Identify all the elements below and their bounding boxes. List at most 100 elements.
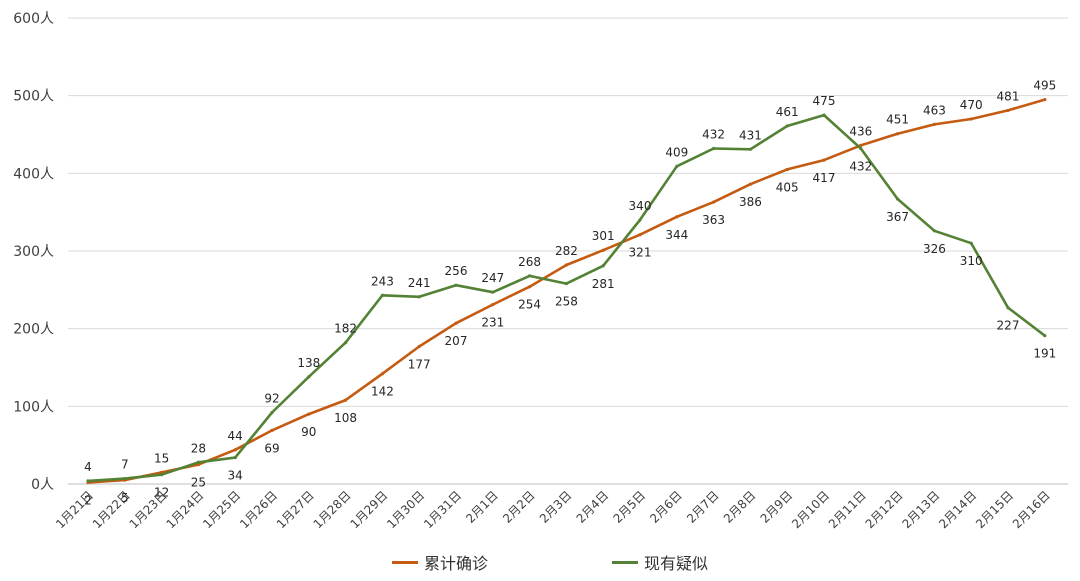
x-tick-label: 1月29日 xyxy=(347,488,390,531)
data-point-confirmed xyxy=(564,263,569,267)
x-tick-label: 2月15日 xyxy=(973,488,1016,531)
data-label-suspected: 326 xyxy=(923,242,946,256)
x-tick-label: 1月26日 xyxy=(237,488,280,531)
data-label-suspected: 268 xyxy=(518,255,541,269)
x-tick-label: 1月24日 xyxy=(163,488,206,531)
x-tick-label: 2月5日 xyxy=(610,488,648,526)
data-point-suspected xyxy=(528,274,532,278)
data-label-suspected: 281 xyxy=(592,277,615,291)
legend-item-suspected: 现有疑似 xyxy=(612,548,708,576)
data-label-suspected: 310 xyxy=(960,254,983,268)
data-label-suspected: 432 xyxy=(849,159,872,173)
data-label-confirmed: 436 xyxy=(849,124,872,138)
x-tick-label: 2月4日 xyxy=(574,488,612,526)
legend: 累计确诊 现有疑似 xyxy=(0,548,1080,576)
x-tick-label: 1月27日 xyxy=(274,488,317,531)
data-point-suspected xyxy=(564,282,569,286)
legend-item-confirmed: 累计确诊 xyxy=(392,548,488,576)
data-label-suspected: 432 xyxy=(702,127,725,141)
data-label-confirmed: 451 xyxy=(886,113,909,127)
x-tick-label: 2月16日 xyxy=(1010,488,1053,531)
data-label-confirmed: 142 xyxy=(371,385,394,399)
data-point-confirmed xyxy=(1043,97,1047,102)
data-label-confirmed: 2 xyxy=(84,493,92,507)
data-point-suspected xyxy=(233,455,237,460)
data-label-confirmed: 363 xyxy=(702,213,725,227)
x-tick-label: 1月25日 xyxy=(200,488,243,531)
data-label-suspected: 227 xyxy=(997,319,1020,333)
x-tick-label: 2月10日 xyxy=(789,488,832,531)
data-label-confirmed: 470 xyxy=(960,98,983,112)
data-point-suspected xyxy=(344,341,348,345)
x-tick-label: 2月7日 xyxy=(684,488,722,526)
legend-label-suspected: 现有疑似 xyxy=(644,554,709,573)
data-label-confirmed: 282 xyxy=(555,244,578,258)
x-tick-label: 2月3日 xyxy=(537,488,575,526)
data-label-suspected: 258 xyxy=(555,295,578,309)
y-tick-label: 500人 xyxy=(13,89,54,105)
data-label-confirmed: 405 xyxy=(776,180,799,194)
data-point-confirmed xyxy=(601,248,605,252)
data-label-confirmed: 386 xyxy=(739,195,762,209)
data-label-suspected: 92 xyxy=(264,392,279,406)
data-label-confirmed: 463 xyxy=(923,103,946,117)
y-tick-label: 400人 xyxy=(13,166,54,182)
data-point-confirmed xyxy=(344,398,348,402)
legend-swatch-suspected xyxy=(612,560,638,564)
y-tick-label: 300人 xyxy=(13,244,54,260)
data-point-suspected xyxy=(969,241,973,245)
legend-label-confirmed: 累计确诊 xyxy=(424,554,489,573)
legend-swatch-confirmed xyxy=(392,560,418,564)
data-point-confirmed xyxy=(748,182,753,186)
data-label-confirmed: 231 xyxy=(481,316,504,330)
data-point-suspected xyxy=(86,479,90,483)
data-label-confirmed: 69 xyxy=(264,441,279,455)
y-tick-label: 600人 xyxy=(13,11,54,27)
data-label-suspected: 4 xyxy=(84,460,92,474)
data-label-confirmed: 301 xyxy=(592,229,615,243)
data-label-suspected: 28 xyxy=(191,441,206,455)
data-point-suspected xyxy=(160,473,164,477)
data-label-confirmed: 5 xyxy=(121,491,129,505)
data-label-suspected: 409 xyxy=(665,145,688,159)
data-point-suspected xyxy=(196,460,200,464)
data-point-confirmed xyxy=(638,233,642,237)
data-label-suspected: 34 xyxy=(228,469,243,483)
data-point-confirmed xyxy=(1006,108,1010,113)
data-point-suspected xyxy=(675,164,679,168)
data-point-suspected xyxy=(785,124,789,128)
data-label-suspected: 138 xyxy=(297,356,320,370)
data-label-confirmed: 495 xyxy=(1033,79,1056,93)
series-line-confirmed xyxy=(86,98,1047,484)
data-label-suspected: 241 xyxy=(408,276,431,290)
data-point-suspected xyxy=(896,197,900,201)
data-point-confirmed xyxy=(233,448,237,452)
data-point-suspected xyxy=(748,147,753,151)
data-point-confirmed xyxy=(380,372,384,376)
x-tick-label: 1月31日 xyxy=(421,488,464,531)
data-label-suspected: 7 xyxy=(121,458,129,472)
data-point-suspected xyxy=(491,290,495,294)
data-point-suspected xyxy=(638,218,642,222)
data-label-confirmed: 108 xyxy=(334,411,357,425)
y-tick-label: 0人 xyxy=(31,477,54,493)
data-label-suspected: 191 xyxy=(1033,347,1056,361)
data-point-confirmed xyxy=(307,412,311,416)
data-label-suspected: 182 xyxy=(334,322,357,336)
data-label-confirmed: 321 xyxy=(629,246,652,260)
data-point-suspected xyxy=(270,410,274,415)
y-tick-label: 200人 xyxy=(13,322,54,338)
data-point-suspected xyxy=(1043,334,1047,338)
data-label-suspected: 12 xyxy=(154,486,169,500)
data-point-suspected xyxy=(380,293,384,297)
y-tick-label: 100人 xyxy=(13,399,54,415)
data-point-confirmed xyxy=(932,122,937,127)
data-label-confirmed: 44 xyxy=(228,429,243,443)
x-tick-label: 2月8日 xyxy=(721,488,759,526)
data-label-confirmed: 254 xyxy=(518,298,541,312)
data-point-confirmed xyxy=(822,158,826,162)
x-tick-label: 2月14日 xyxy=(936,488,979,531)
data-label-suspected: 243 xyxy=(371,274,394,288)
data-label-suspected: 256 xyxy=(445,264,468,278)
